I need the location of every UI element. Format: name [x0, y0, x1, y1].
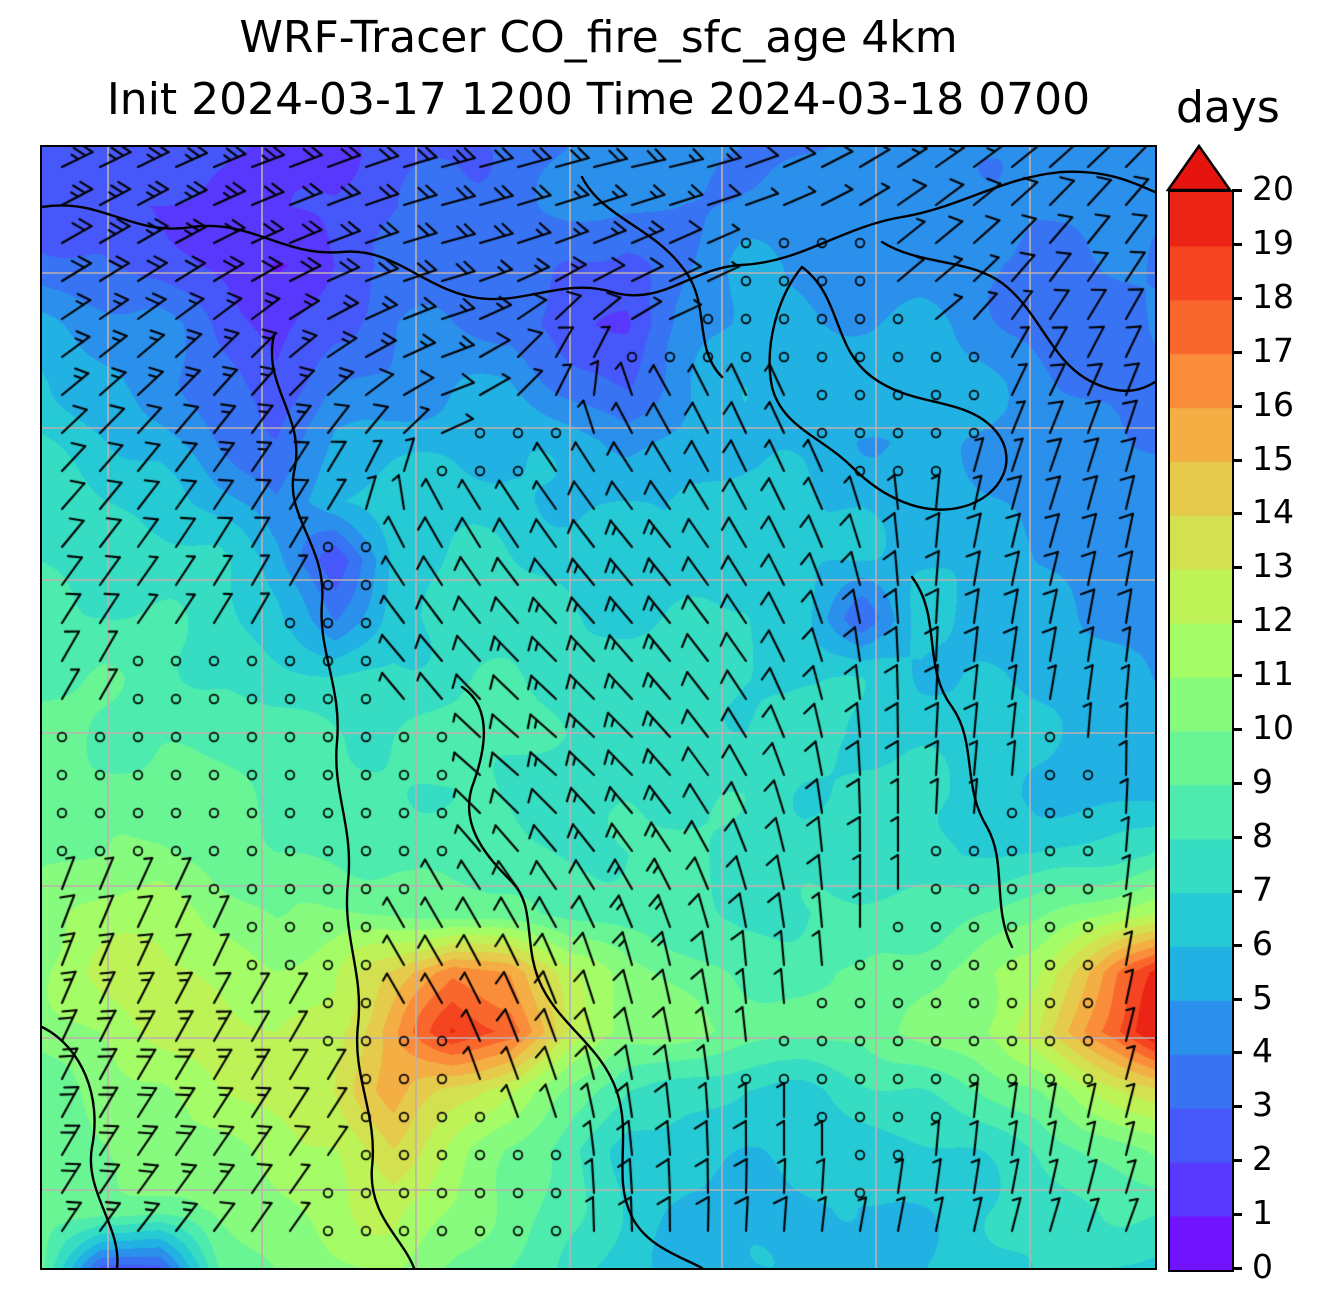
colorbar-tick-mark: [1232, 889, 1242, 893]
colorbar-tick-label: 20: [1252, 168, 1294, 208]
colorbar-tick-label: 13: [1252, 546, 1294, 586]
colorbar-tick-label: 19: [1252, 222, 1294, 262]
colorbar-tick-label: 9: [1252, 761, 1273, 801]
colorbar-tick-mark: [1232, 1267, 1242, 1270]
colorbar-extend-arrow: [1166, 144, 1232, 192]
colorbar-tick-label: 12: [1252, 600, 1294, 640]
colorbar-tick-label: 18: [1252, 276, 1294, 316]
colorbar-tick-label: 7: [1252, 869, 1273, 909]
colorbar-tick-label: 14: [1252, 492, 1294, 532]
colorbar-tick-label: 16: [1252, 384, 1294, 424]
colorbar-tick-mark: [1232, 242, 1242, 246]
colorbar-tick-mark: [1232, 835, 1242, 839]
colorbar-tick-label: 11: [1252, 654, 1294, 694]
colorbar-tick-mark: [1232, 566, 1242, 570]
colorbar-unit-label: days: [1176, 82, 1280, 133]
colorbar-tick-mark: [1232, 296, 1242, 300]
colorbar-tick-mark: [1232, 781, 1242, 785]
colorbar-tick-mark: [1232, 458, 1242, 462]
colorbar-tick-label: 4: [1252, 1031, 1273, 1071]
colorbar-tick-label: 15: [1252, 438, 1294, 478]
colorbar-tick-mark: [1232, 350, 1242, 354]
colorbar-canvas: [1170, 192, 1232, 1270]
chart-subtitle: Init 2024-03-17 1200 Time 2024-03-18 070…: [106, 74, 1091, 125]
colorbar-tick-mark: [1232, 674, 1242, 678]
colorbar-tick-mark: [1232, 997, 1242, 1001]
colorbar-tick-label: 5: [1252, 977, 1273, 1017]
colorbar-tick-label: 1: [1252, 1193, 1273, 1233]
colorbar-tick-mark: [1232, 1105, 1242, 1109]
colorbar-ticks: 0 1 2 3 4 5 6 7 8 9 10 11 12 13 14 15 16 17 18 19 20: [1232, 169, 1332, 1286]
colorbar-tick-label: 8: [1252, 815, 1273, 855]
colorbar-tick-mark: [1232, 1159, 1242, 1163]
map-plot: [42, 147, 1155, 1268]
colorbar-tick-mark: [1232, 404, 1242, 408]
colorbar-tick-label: 2: [1252, 1139, 1273, 1179]
chart-title: WRF-Tracer CO_fire_sfc_age 4km: [239, 12, 958, 63]
colorbar-tick-label: 3: [1252, 1085, 1273, 1125]
colorbar-tick-label: 10: [1252, 707, 1294, 747]
wind-barbs-canvas: [42, 147, 1155, 1268]
colorbar: [1168, 190, 1234, 1272]
colorbar-tick-label: 6: [1252, 923, 1273, 963]
colorbar-tick-mark: [1232, 728, 1242, 731]
colorbar-tick-label: 0: [1252, 1246, 1273, 1286]
colorbar-tick-mark: [1232, 943, 1242, 947]
colorbar-tick-mark: [1232, 620, 1242, 624]
colorbar-tick-label: 17: [1252, 330, 1294, 370]
colorbar-tick-mark: [1232, 512, 1242, 516]
colorbar-tick-mark: [1232, 1051, 1242, 1055]
colorbar-tick-mark: [1232, 1213, 1242, 1217]
colorbar-tick-mark: [1232, 189, 1242, 192]
